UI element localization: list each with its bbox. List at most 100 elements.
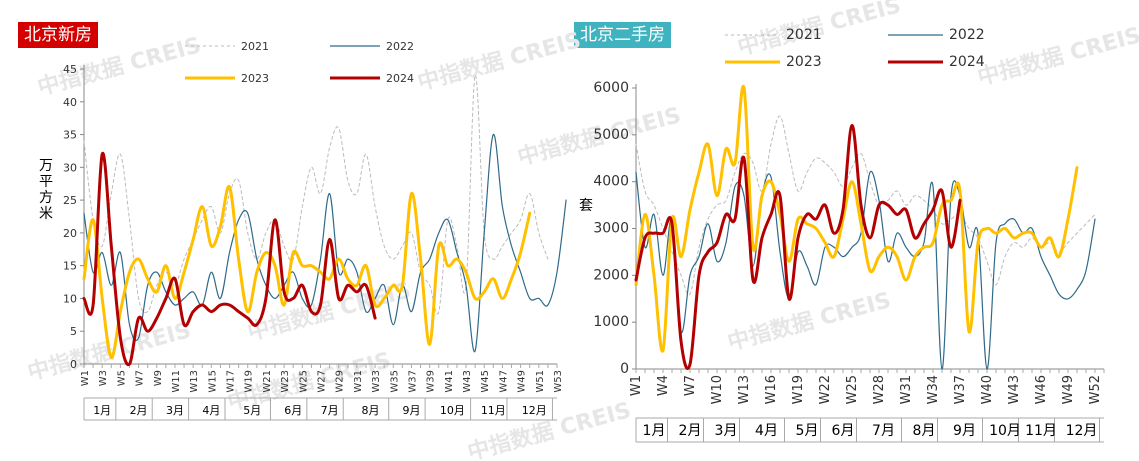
y-tick-label: 5000 [593,127,629,143]
legend-label-2021: 2021 [241,40,269,53]
x-tick-label: W47 [498,370,509,393]
x-tick-label: W10 [710,375,725,404]
month-label: 12月 [1066,423,1098,439]
x-tick-label: W4 [656,375,671,396]
y-tick-label: 25 [63,194,77,207]
series-line-2021 [83,75,549,315]
x-tick-label: W43 [1007,375,1022,404]
x-tick-label: W1 [629,375,644,396]
legend-label-2023: 2023 [786,54,822,70]
y-axis-label-char: 米 [39,206,53,222]
month-label: 9月 [953,423,976,439]
series-line-2023 [82,185,532,359]
x-tick-label: W43 [462,370,473,393]
month-label: 11月 [1025,423,1057,439]
month-label: 2月 [679,423,702,439]
y-tick-label: 40 [63,96,77,109]
x-tick-label: W1 [80,370,91,386]
month-label: 5月 [796,423,819,439]
x-tick-label: W34 [926,375,941,404]
y-axis-label-char: 方 [39,190,53,206]
x-tick-label: W51 [535,370,546,393]
month-label: 10月 [440,404,465,417]
y-tick-label: 15 [63,260,77,273]
x-tick-label: W29 [335,370,346,393]
right-chart-title: 北京二手房 [574,22,671,48]
y-tick-label: 30 [63,161,77,174]
month-label: 4月 [202,404,220,417]
y-tick-label: 3000 [593,221,629,237]
y-axis-label-char: 平 [39,174,53,190]
x-tick-label: W7 [683,375,698,396]
month-label: 7月 [321,404,339,417]
month-label: 9月 [402,404,420,417]
x-tick-label: W19 [244,370,255,393]
x-tick-label: W46 [1034,375,1049,404]
y-tick-label: 5 [70,325,77,338]
y-axis-label-char: 万 [39,158,53,174]
legend-label-2023: 2023 [241,72,269,85]
x-tick-label: W37 [953,375,968,404]
legend-label-2024: 2024 [386,72,414,85]
x-tick-label: W25 [298,370,309,393]
y-axis-label: 套 [579,198,593,214]
x-tick-label: W28 [872,375,887,404]
y-tick-label: 4000 [593,174,629,190]
watermark-text: 中指数据 CREIS [35,32,204,101]
legend-label-2021: 2021 [786,27,822,43]
series-line-2024 [634,123,962,371]
x-tick-label: W22 [818,375,833,404]
watermark-text: 中指数据 CREIS [975,22,1139,91]
y-tick-label: 1000 [593,314,629,330]
series-line-2022 [83,133,567,353]
x-tick-label: W23 [280,370,291,393]
y-tick-label: 35 [63,129,77,142]
x-tick-label: W13 [737,375,752,404]
month-label: 1月 [643,423,666,439]
month-label: 8月 [913,423,936,439]
x-tick-label: W3 [98,370,109,386]
x-tick-label: W41 [444,370,455,393]
y-tick-label: 0 [620,361,629,377]
legend-label-2022: 2022 [949,27,985,43]
y-tick-label: 45 [63,63,77,76]
watermark-text: 中指数据 CREIS [725,287,894,356]
x-tick-label: W40 [980,375,995,404]
month-label: 7月 [872,423,895,439]
x-tick-label: W15 [207,370,218,393]
y-tick-label: 2000 [593,267,629,283]
y-tick-label: 20 [63,227,77,240]
x-tick-label: W33 [371,370,382,393]
month-label: 2月 [130,404,148,417]
x-tick-label: W49 [1061,375,1076,404]
month-label: 3月 [166,404,184,417]
x-tick-label: W39 [426,370,437,393]
series-line-2021 [635,115,1096,296]
x-tick-label: W37 [407,370,418,393]
series-line-2022 [635,170,1096,370]
x-tick-label: W25 [845,375,860,404]
month-label: 6月 [832,423,855,439]
legend-label-2024: 2024 [949,54,985,70]
y-tick-label: 10 [63,292,77,305]
month-label: 8月 [362,404,380,417]
x-tick-label: W17 [226,370,237,393]
x-tick-label: W31 [899,375,914,404]
month-label: 4月 [755,423,778,439]
x-tick-label: W11 [171,370,182,393]
month-label: 10月 [989,423,1021,439]
x-tick-label: W27 [317,370,328,393]
watermark-text: 中指数据 CREIS [415,27,584,96]
watermark-text: 中指数据 CREIS [245,277,414,346]
month-label: 5月 [243,404,261,417]
x-tick-label: W5 [116,370,127,386]
month-label: 12月 [522,404,547,417]
x-tick-label: W7 [135,370,146,386]
x-tick-label: W16 [764,375,779,404]
left-chart-title: 北京新房 [18,22,98,48]
x-tick-label: W13 [189,370,200,393]
series-line-2024 [82,151,377,367]
